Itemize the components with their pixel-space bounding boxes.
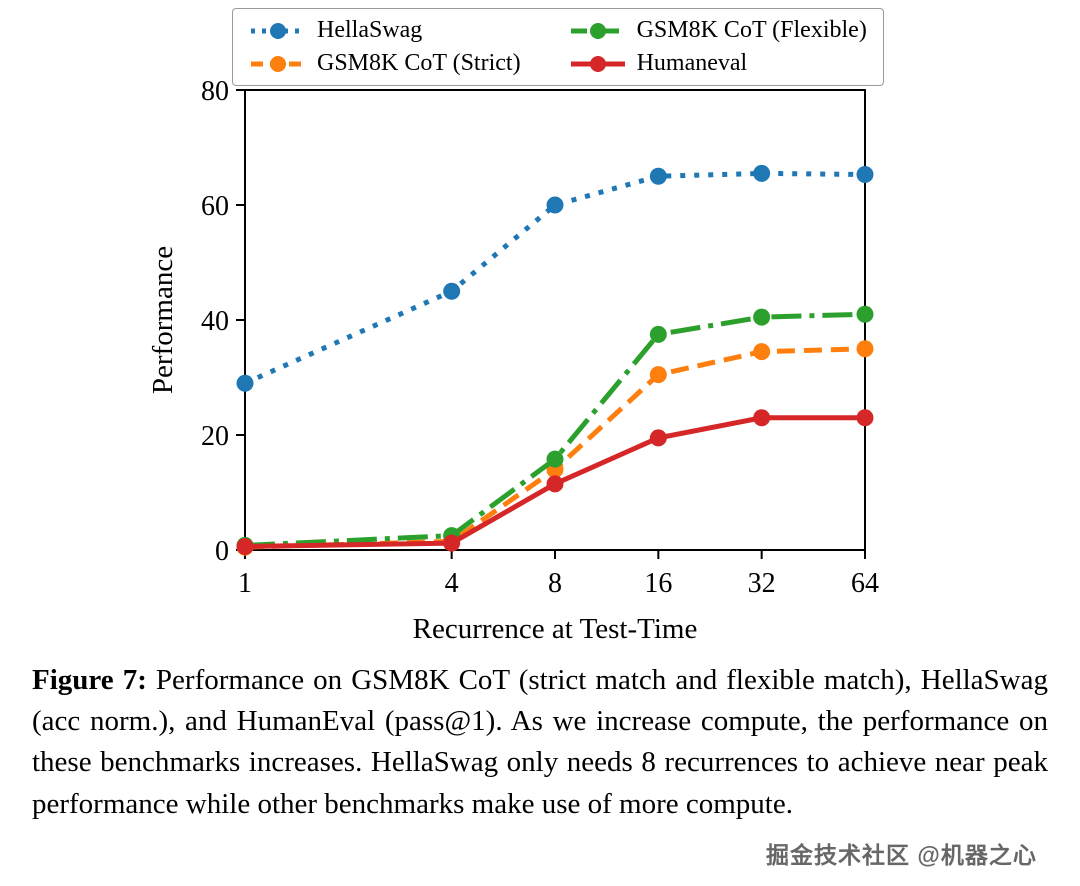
marker-gsm8k-cot-flexible- xyxy=(546,450,564,468)
marker-hellaswag xyxy=(856,166,874,184)
marker-gsm8k-cot-flexible- xyxy=(649,325,667,343)
marker-hellaswag xyxy=(443,282,461,300)
series-line-humaneval xyxy=(244,415,865,550)
x-tick-label: 16 xyxy=(644,568,672,599)
series-gsm8k-cot-strict- xyxy=(236,340,874,556)
y-tick-label: 80 xyxy=(201,76,229,107)
legend-line-sample-gsm8k-cot-flexible- xyxy=(570,22,625,39)
marker-gsm8k-cot-flexible- xyxy=(753,308,771,326)
marker-humaneval xyxy=(546,475,564,493)
legend-label-gsm8k-cot-flexible-: GSM8K CoT (Flexible) xyxy=(636,17,867,43)
x-axis-label: Recurrence at Test-Time xyxy=(413,613,698,645)
legend: HellaSwag GSM8K CoT (Strict) GSM8K CoT (Fl… xyxy=(232,8,884,86)
legend-item-gsm8k-cot-flexible-: GSM8K CoT (Flexible) xyxy=(569,17,867,44)
series-humaneval xyxy=(236,409,874,556)
legend-line-sample-humaneval xyxy=(570,55,625,72)
marker-gsm8k-cot-strict- xyxy=(649,366,667,384)
legend-label-humaneval: Humaneval xyxy=(636,50,748,76)
legend-item-gsm8k-cot-strict-: GSM8K CoT (Strict) xyxy=(249,50,521,77)
y-tick-label: 60 xyxy=(201,191,229,222)
x-tick-label: 32 xyxy=(748,568,776,599)
series-hellaswag xyxy=(236,164,874,392)
legend-label-hellaswag: HellaSwag xyxy=(317,17,423,43)
marker-gsm8k-cot-flexible- xyxy=(856,305,874,323)
series-line-hellaswag xyxy=(243,170,866,386)
marker-hellaswag xyxy=(236,374,254,392)
marker-gsm8k-cot-strict- xyxy=(753,343,771,361)
legend-line-sample-gsm8k-cot-strict- xyxy=(251,55,305,72)
x-tick-label: 1 xyxy=(238,568,252,599)
legend-marker-hellaswag xyxy=(270,22,286,39)
y-tick-label: 20 xyxy=(201,421,229,452)
marker-humaneval xyxy=(443,534,461,552)
legend-item-humaneval: Humaneval xyxy=(569,50,867,77)
caption-label: Figure 7: xyxy=(32,664,147,696)
y-axis-label: Performance xyxy=(147,246,179,394)
caption-text: Performance on GSM8K CoT (strict match a… xyxy=(32,664,1048,820)
marker-hellaswag xyxy=(649,167,667,185)
figure-caption: Figure 7: Performance on GSM8K CoT (stri… xyxy=(32,660,1048,825)
marker-humaneval xyxy=(649,429,667,447)
x-tick-label: 64 xyxy=(851,568,879,599)
legend-item-hellaswag: HellaSwag xyxy=(249,17,521,44)
y-tick-label: 40 xyxy=(201,306,229,337)
series-gsm8k-cot-flexible- xyxy=(236,305,874,554)
marker-gsm8k-cot-strict- xyxy=(856,340,874,358)
series-line-gsm8k-cot-strict- xyxy=(244,346,866,550)
marker-hellaswag xyxy=(546,196,564,214)
chart-svg: 0 20 40 60 80 1 4 8 16 32 64 Performance Recurrence … xyxy=(147,76,879,645)
legend-marker-gsm8k-cot-flexible- xyxy=(589,22,606,39)
x-tick-label: 8 xyxy=(548,568,562,599)
series-line-gsm8k-cot-flexible- xyxy=(244,311,866,548)
marker-humaneval xyxy=(753,409,771,427)
legend-label-gsm8k-cot-strict-: GSM8K CoT (Strict) xyxy=(317,50,521,76)
marker-hellaswag xyxy=(753,164,771,182)
x-tick-label: 4 xyxy=(445,568,459,599)
watermark: 掘金技术社区 @机器之心 xyxy=(766,842,1037,868)
marker-humaneval xyxy=(236,538,254,556)
legend-marker-humaneval xyxy=(589,55,606,72)
legend-line-sample-hellaswag xyxy=(251,22,305,39)
legend-marker-gsm8k-cot-strict- xyxy=(270,55,286,72)
y-tick-label: 0 xyxy=(215,536,229,567)
chart: 0 20 40 60 80 1 4 8 16 32 64 Performance Recurrence … xyxy=(147,8,884,645)
marker-humaneval xyxy=(856,409,874,427)
